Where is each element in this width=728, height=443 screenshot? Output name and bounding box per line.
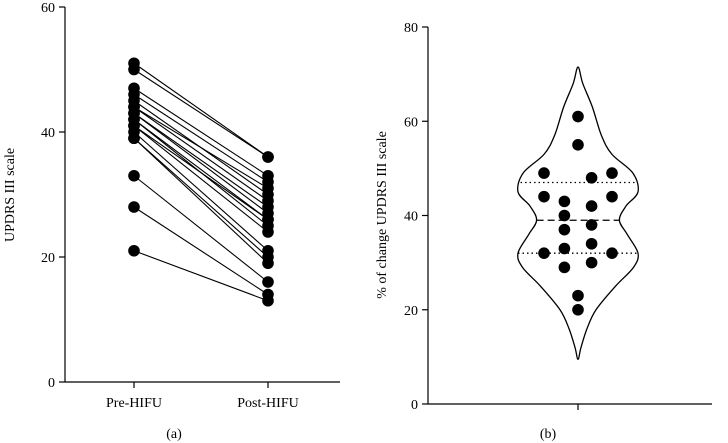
panel-a-x-tick-label: Post-HIFU — [237, 396, 298, 411]
panel-a-point-post — [262, 276, 274, 288]
panel-a-point-post — [262, 213, 274, 226]
panel-a-point-post — [262, 226, 274, 238]
panel-a-pair-line — [133, 106, 269, 202]
panel-a-pair-line — [133, 175, 269, 283]
panel-b-point — [585, 200, 598, 212]
panel-b-point — [572, 139, 584, 151]
panel-a-point-post — [262, 182, 274, 195]
panel-a-pair-line — [133, 94, 269, 183]
panel-b-point — [538, 167, 550, 179]
panel-a-pair-line — [133, 206, 269, 295]
panel-a-pair-line — [133, 125, 269, 220]
panel-b-caption: (b) — [540, 427, 557, 442]
panel-b-point — [572, 303, 584, 316]
panel-a-y-tick-label: 40 — [41, 126, 55, 141]
panel-b-point — [585, 237, 598, 250]
panel-a-point-post — [262, 151, 274, 163]
panel-a-point-pre — [128, 169, 140, 182]
panel-a-point-pre — [128, 244, 140, 257]
panel-b-y-tick-label: 60 — [404, 115, 418, 130]
panel-a-y-tick-label: 60 — [41, 1, 55, 16]
panel-a-y-axis-title: UPDRS III scale — [3, 148, 18, 242]
panel-b-point — [585, 219, 598, 231]
panel-b-y-tick-label: 0 — [411, 398, 418, 413]
panel-b-point — [558, 209, 571, 222]
panel-b-point — [538, 247, 550, 259]
panel-b-y-tick-label: 40 — [404, 210, 418, 225]
panel-b-point — [606, 167, 618, 179]
panel-a-x-axis: Pre-HIFU Post-HIFU — [65, 381, 340, 411]
panel-a-points — [128, 57, 274, 307]
panel-b-y-tick-label: 20 — [404, 304, 418, 319]
panel-a-pair-line — [133, 87, 269, 177]
panel-a-pair-line — [133, 131, 269, 252]
panel-a-pair-line — [133, 106, 269, 189]
panel-a: UPDRS III scale 0 20 40 60 Pre-HIFU Post-HIF… — [3, 1, 340, 442]
panel-b-point — [558, 261, 571, 274]
panel-a-pair-line — [133, 250, 269, 302]
panel-b-y-axis-title: % of change UPDRS III scale — [375, 131, 390, 299]
panel-a-pair-line — [133, 62, 269, 158]
panel-b-point — [558, 195, 571, 208]
panel-b-point — [585, 256, 598, 269]
panel-a-point-post — [262, 294, 274, 307]
panel-b-point — [538, 190, 550, 203]
panel-b-summary-lines — [518, 181, 638, 254]
panel-b: % of change UPDRS III scale 0 20 40 60 80 (b… — [375, 21, 712, 442]
panel-a-pair-line — [133, 137, 269, 258]
panel-b-y-axis: 0 20 40 60 80 — [404, 21, 429, 413]
panel-b-point — [606, 247, 618, 259]
panel-b-point — [558, 242, 571, 255]
panel-a-point-pre — [128, 201, 140, 213]
panel-b-point — [572, 110, 584, 123]
panel-a-y-axis: 0 20 40 60 — [41, 1, 66, 391]
panel-a-pair-line — [133, 119, 269, 220]
panel-a-y-tick-label: 20 — [41, 251, 55, 266]
panel-b-point — [585, 172, 598, 184]
panel-b-point — [606, 190, 618, 203]
panel-b-y-tick-label: 80 — [404, 21, 418, 36]
panel-a-x-tick-label: Pre-HIFU — [106, 396, 162, 411]
panel-b-point — [572, 289, 584, 302]
panel-a-pair-line — [133, 69, 269, 158]
panel-a-pair-lines — [133, 62, 269, 302]
panel-b-points — [538, 110, 618, 316]
panel-a-point-pre — [128, 132, 140, 145]
panel-a-pair-line — [133, 112, 269, 208]
panel-b-x-axis — [428, 403, 712, 410]
panel-a-y-tick-label: 0 — [48, 376, 55, 391]
panel-b-violin-outline — [517, 66, 639, 360]
panel-a-pair-line — [133, 137, 269, 264]
panel-a-pair-line — [133, 125, 269, 233]
panel-a-caption: (a) — [166, 427, 182, 442]
panel-a-pair-line — [133, 112, 269, 214]
panel-a-point-pre — [128, 63, 140, 76]
panel-a-point-post — [262, 257, 274, 270]
panel-b-point — [558, 223, 571, 236]
